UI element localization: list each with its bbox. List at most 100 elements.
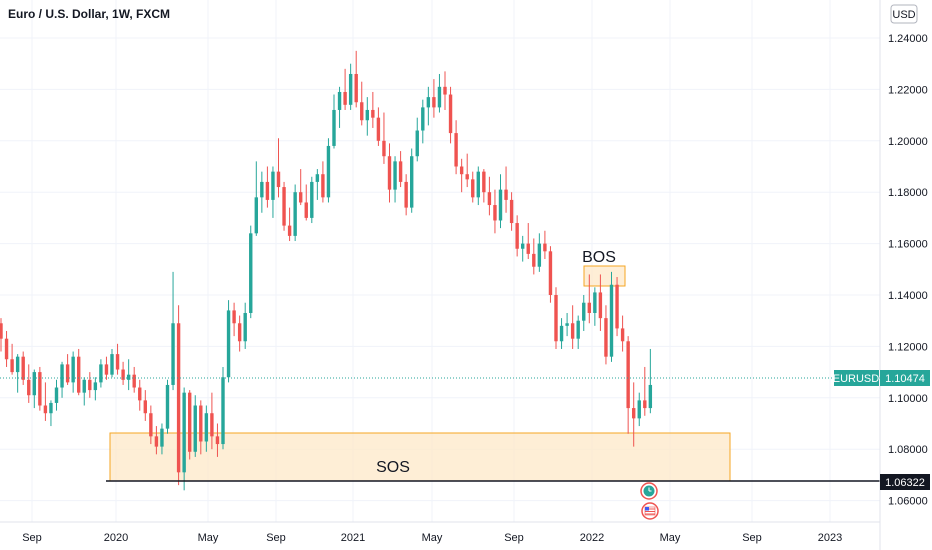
candle-body xyxy=(27,379,31,396)
time-tick-label: Sep xyxy=(742,532,762,544)
candle-body xyxy=(93,382,98,391)
candle-body xyxy=(343,91,347,105)
candle-body xyxy=(637,400,641,419)
candle-body xyxy=(304,202,308,218)
candle-body xyxy=(210,413,214,437)
bos-label: BOS xyxy=(582,249,616,266)
candle-body xyxy=(454,133,458,167)
last-price-tag: EURUSD 1.10474 xyxy=(833,370,930,386)
candle-body xyxy=(360,102,364,121)
candle-body xyxy=(626,341,630,409)
candle-body xyxy=(576,320,580,339)
price-tick-label: 1.20000 xyxy=(888,136,928,148)
candle-body xyxy=(32,372,36,396)
candle-body xyxy=(598,292,603,319)
candle-body xyxy=(582,302,586,321)
candle-body xyxy=(448,94,453,134)
candle-body xyxy=(332,109,336,146)
time-tick-label: Sep xyxy=(266,532,286,544)
candle-body xyxy=(15,356,20,373)
candle-body xyxy=(110,354,114,375)
candle-body xyxy=(54,387,59,403)
candle-body xyxy=(326,145,331,198)
candle-body xyxy=(643,400,647,409)
event-us-flag-icon[interactable] xyxy=(641,502,659,520)
candle-body xyxy=(482,171,486,193)
candle-body xyxy=(365,109,369,121)
candle-body xyxy=(620,328,625,342)
candle-body xyxy=(254,197,258,234)
candle-body xyxy=(393,161,397,190)
candle-body xyxy=(115,354,120,370)
candle-body xyxy=(271,171,275,200)
last-price-label: 1.10474 xyxy=(885,373,925,385)
price-tick-label: 1.24000 xyxy=(888,33,928,45)
candle-body xyxy=(43,405,48,414)
price-tick-label: 1.18000 xyxy=(888,187,928,199)
candle-body xyxy=(415,130,419,157)
candle-body xyxy=(459,166,464,175)
candle-body xyxy=(559,325,564,342)
candle-body xyxy=(260,181,264,198)
event-clock-icon[interactable] xyxy=(640,482,658,500)
candle-body xyxy=(371,109,375,118)
candle-body xyxy=(426,97,431,108)
candle-body xyxy=(71,356,75,383)
price-tick-label: 1.06000 xyxy=(888,496,928,508)
candle-body xyxy=(121,369,125,380)
candle-body xyxy=(10,359,14,373)
time-tick-label: May xyxy=(422,532,443,544)
candle-body xyxy=(387,156,392,190)
price-tick-label: 1.08000 xyxy=(888,444,928,456)
candle-body xyxy=(537,243,542,267)
candle-body xyxy=(609,284,614,357)
candle-body xyxy=(221,377,225,445)
candle-body xyxy=(404,181,408,208)
candle-body xyxy=(493,205,497,221)
marked-price-label: 1.06322 xyxy=(885,477,925,489)
candle-body xyxy=(299,192,303,203)
candle-body xyxy=(471,179,475,198)
candle-body xyxy=(171,323,175,385)
candle-body xyxy=(509,199,514,224)
candle-body xyxy=(232,310,236,324)
time-tick-label: 2021 xyxy=(341,532,365,544)
candle-body xyxy=(287,225,292,236)
currency-button[interactable]: USD xyxy=(890,4,918,24)
candle-body xyxy=(176,323,181,473)
candle-body xyxy=(282,187,286,226)
price-axis-ticks: 1.24000 1.22000 1.20000 1.18000 1.16000 1.140… xyxy=(888,33,928,508)
time-tick-label: 2023 xyxy=(818,532,842,544)
candle-body xyxy=(237,323,242,342)
time-tick-label: May xyxy=(198,532,219,544)
candle-body xyxy=(0,323,3,339)
price-tick-label: 1.12000 xyxy=(888,341,928,353)
candle-body xyxy=(99,364,103,383)
currency-label: USD xyxy=(892,9,915,21)
time-tick-label: 2020 xyxy=(104,532,128,544)
bos-box[interactable] xyxy=(583,265,626,287)
candle-body xyxy=(410,156,414,208)
candle-body xyxy=(354,73,358,103)
time-tick-label: Sep xyxy=(504,532,524,544)
candle-body xyxy=(249,233,253,313)
candle-body xyxy=(160,428,164,447)
candle-body xyxy=(38,372,42,406)
sos-zone[interactable] xyxy=(109,432,731,482)
candle-body xyxy=(476,171,480,198)
candle-body xyxy=(398,161,403,182)
price-tick-label: 1.16000 xyxy=(888,239,928,251)
candle-body xyxy=(265,181,270,200)
candle-body xyxy=(376,117,381,141)
chart-title: Euro / U.S. Dollar, 1W, FXCM xyxy=(8,7,170,21)
candle-body xyxy=(193,405,197,452)
symbol-label: EURUSD xyxy=(833,373,880,385)
price-tick-label: 1.22000 xyxy=(888,84,928,96)
candle-body xyxy=(199,405,203,442)
annotation-zones: SOS BOS xyxy=(109,249,731,482)
candle-body xyxy=(432,97,436,108)
candle-body xyxy=(243,312,247,342)
candle-body xyxy=(49,402,53,414)
time-tick-label: 2022 xyxy=(580,532,604,544)
candle-body xyxy=(60,364,64,388)
